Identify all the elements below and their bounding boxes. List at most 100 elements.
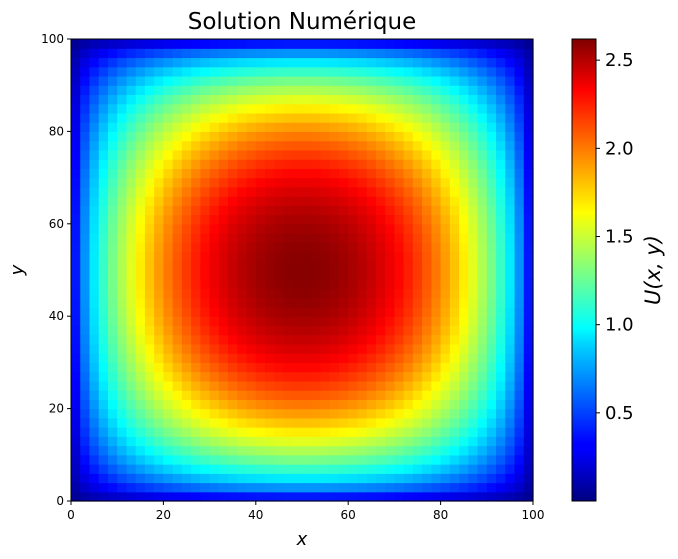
heatmap-cell: [394, 390, 405, 400]
heatmap-cell: [505, 233, 516, 243]
heatmap-cell: [523, 297, 534, 308]
heatmap-cell: [514, 57, 525, 68]
heatmap-cell: [71, 122, 81, 132]
y-axis-label: y: [7, 264, 28, 276]
heatmap-cell: [302, 306, 312, 317]
heatmap-cell: [449, 445, 460, 456]
heatmap-cell: [246, 242, 257, 253]
colorbar-tick-label: 2.5: [605, 50, 634, 71]
heatmap-cell: [107, 196, 118, 206]
heatmap-cell: [292, 94, 303, 105]
heatmap-cell: [265, 251, 275, 262]
heatmap-cell: [265, 325, 275, 336]
heatmap-cell: [265, 297, 275, 308]
heatmap-cell: [523, 251, 534, 262]
heatmap-cell: [89, 473, 100, 484]
heatmap-cell: [329, 454, 340, 465]
heatmap-cell: [385, 75, 395, 86]
heatmap-cell: [422, 214, 432, 225]
heatmap-cell: [403, 399, 414, 410]
heatmap-cell: [422, 427, 432, 437]
heatmap-cell: [98, 159, 109, 169]
heatmap-cell: [154, 66, 164, 77]
heatmap-cell: [274, 260, 285, 271]
heatmap-cell: [228, 436, 238, 447]
heatmap-cell: [144, 85, 155, 96]
heatmap-cell: [320, 390, 331, 400]
heatmap-cell: [80, 371, 91, 382]
heatmap-cell: [265, 122, 275, 132]
heatmap-cell: [80, 279, 91, 290]
heatmap-cell: [163, 343, 174, 354]
heatmap-cell: [440, 57, 451, 68]
heatmap-cell: [228, 325, 238, 336]
heatmap-cell: [218, 390, 229, 400]
heatmap-cell: [163, 408, 174, 419]
heatmap-cell: [274, 48, 285, 59]
heatmap-cell: [320, 149, 331, 160]
heatmap-cell: [394, 260, 405, 271]
heatmap-cell: [191, 288, 201, 299]
heatmap-cell: [329, 445, 340, 456]
heatmap-cell: [449, 48, 460, 59]
heatmap-cell: [181, 177, 192, 188]
heatmap-cell: [412, 66, 423, 77]
heatmap-cell: [338, 380, 349, 391]
heatmap-cell: [320, 473, 331, 484]
heatmap-cell: [449, 168, 460, 179]
heatmap-cell: [218, 279, 229, 290]
heatmap-cell: [338, 408, 349, 419]
heatmap-cell: [468, 85, 479, 96]
heatmap-cell: [496, 233, 506, 243]
heatmap-cell: [80, 464, 91, 474]
heatmap-cell: [302, 57, 312, 68]
heatmap-cell: [154, 427, 164, 437]
heatmap-cell: [283, 390, 294, 400]
heatmap-cell: [246, 66, 257, 77]
heatmap-cell: [348, 436, 359, 447]
heatmap-cell: [237, 390, 248, 400]
heatmap-cell: [209, 223, 220, 234]
heatmap-cell: [80, 177, 91, 188]
heatmap-cell: [449, 417, 460, 428]
heatmap-cell: [357, 408, 368, 419]
heatmap-cell: [181, 223, 192, 234]
heatmap-cell: [449, 131, 460, 142]
heatmap-cell: [449, 316, 460, 327]
heatmap-cell: [246, 482, 257, 493]
heatmap-cell: [375, 297, 386, 308]
heatmap-cell: [385, 343, 395, 354]
heatmap-cell: [274, 316, 285, 327]
heatmap-cell: [348, 85, 359, 96]
heatmap-cell: [274, 94, 285, 105]
heatmap-cell: [523, 362, 534, 373]
heatmap-cell: [320, 399, 331, 410]
heatmap-cell: [209, 408, 220, 419]
heatmap-cell: [135, 427, 146, 437]
heatmap-cell: [154, 316, 164, 327]
heatmap-cell: [338, 186, 349, 197]
heatmap-cell: [348, 75, 359, 86]
heatmap-cell: [126, 159, 137, 169]
heatmap-cell: [431, 491, 442, 502]
heatmap-cell: [468, 205, 479, 216]
heatmap-cell: [514, 85, 525, 96]
heatmap-cell: [71, 454, 81, 465]
heatmap-cell: [98, 103, 109, 114]
heatmap-cell: [218, 473, 229, 484]
heatmap-cell: [496, 464, 506, 474]
heatmap-cell: [431, 75, 442, 86]
heatmap-cell: [163, 371, 174, 382]
heatmap-cell: [385, 334, 395, 345]
heatmap-cell: [237, 205, 248, 216]
heatmap-cell: [172, 149, 183, 160]
heatmap-cell: [283, 380, 294, 391]
heatmap-cell: [486, 270, 497, 280]
heatmap-cell: [431, 205, 442, 216]
heatmap-cell: [237, 380, 248, 391]
heatmap-cell: [200, 334, 211, 345]
heatmap-cell: [255, 306, 266, 317]
heatmap-cell: [505, 251, 516, 262]
heatmap-cell: [135, 112, 146, 123]
heatmap-cell: [172, 436, 183, 447]
